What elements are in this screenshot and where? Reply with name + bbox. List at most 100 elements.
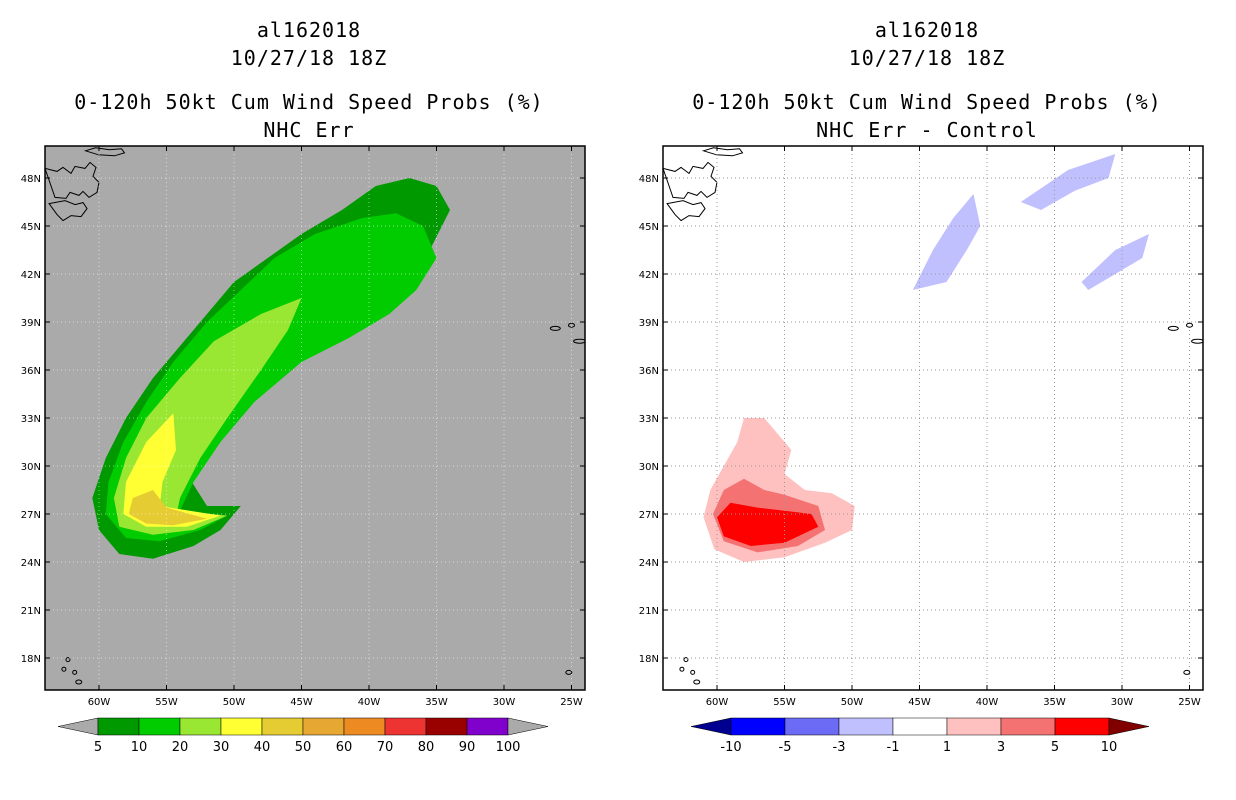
island	[1191, 338, 1203, 344]
contour--1	[1020, 154, 1116, 210]
colorbar-label: 10	[131, 740, 148, 755]
storm-id: al162018	[256, 18, 362, 42]
island	[568, 322, 575, 328]
colorbar-segment	[946, 717, 1002, 736]
colorbar-segment	[220, 717, 263, 736]
y-tick-label: 30N	[639, 462, 659, 473]
x-tick-label: 60W	[706, 697, 729, 708]
colorbar-label: 5	[1051, 740, 1059, 755]
colorbar-segment	[302, 717, 345, 736]
island	[72, 669, 78, 675]
x-tick-label: 60W	[88, 697, 111, 708]
coastline	[701, 147, 744, 157]
y-tick-label: 33N	[639, 414, 659, 425]
x-tick-label: 30W	[493, 697, 516, 708]
chart-title: 0-120h 50kt Cum Wind Speed Probs (%)	[692, 90, 1162, 114]
chart-title: 0-120h 50kt Cum Wind Speed Probs (%)	[74, 90, 544, 114]
island	[1167, 325, 1179, 331]
x-tick-label: 50W	[841, 697, 864, 708]
y-tick-label: 39N	[21, 318, 41, 329]
colorbar-label: 70	[377, 740, 394, 755]
colorbar-label: 5	[94, 740, 102, 755]
x-tick-label: 45W	[908, 697, 931, 708]
x-tick-label: 40W	[358, 697, 381, 708]
colorbar-label: -1	[887, 740, 900, 755]
x-tick-label: 45W	[290, 697, 313, 708]
right-map: 60W 55W 50W 45W 40W 35W 30W 25W 48N 45N 42N 39N 36N 3…	[639, 145, 1204, 755]
x-tick-label: 30W	[1111, 697, 1134, 708]
colorbar-segment	[466, 717, 509, 736]
y-tick-label: 39N	[639, 318, 659, 329]
x-tick-label: 55W	[773, 697, 796, 708]
colorbar-segment	[1000, 717, 1056, 736]
x-tick-label: 25W	[1178, 697, 1201, 708]
colorbar-label: 80	[418, 740, 435, 755]
x-tick-label: 35W	[1043, 697, 1066, 708]
island	[683, 657, 689, 663]
coastline	[48, 200, 88, 222]
colorbar-label: -5	[779, 740, 792, 755]
colorbar-segment	[343, 717, 386, 736]
colorbar-segment	[97, 717, 140, 736]
island	[549, 325, 561, 331]
colorbar-low-arrow	[57, 717, 99, 736]
y-tick-label: 36N	[21, 366, 41, 377]
x-tick-label: 55W	[155, 697, 178, 708]
y-tick-label: 27N	[21, 510, 41, 521]
right-chart-panel: al162018 10/27/18 18Z 0-120h 50kt Cum Wi…	[618, 0, 1236, 800]
colorbar-label: 3	[997, 740, 1005, 755]
colorbar-segment	[784, 717, 840, 736]
colorbar-segment	[838, 717, 894, 736]
colorbar-segment	[261, 717, 304, 736]
storm-id: al162018	[874, 18, 980, 42]
colorbar-label: -3	[833, 740, 846, 755]
y-tick-label: 45N	[639, 222, 659, 233]
colorbar-label: 50	[295, 740, 312, 755]
colorbar-label: 20	[172, 740, 189, 755]
y-tick-label: 18N	[639, 654, 659, 665]
colorbar-label: 1	[943, 740, 951, 755]
colorbar-label: 100	[496, 740, 521, 755]
x-tick-label: 25W	[560, 697, 583, 708]
colorbar-label: 10	[1101, 740, 1118, 755]
y-tick-label: 21N	[21, 606, 41, 617]
colorbar-label: 90	[459, 740, 476, 755]
island	[65, 657, 71, 663]
coastline	[45, 161, 100, 199]
contour--1	[1081, 234, 1149, 290]
chart-subtitle: NHC Err - Control	[816, 118, 1038, 142]
left-map: 60W 55W 50W 45W 40W 35W 30W 25W 48N 45N 42N 39N 36N 3…	[21, 145, 586, 755]
colorbar-segment	[179, 717, 222, 736]
island	[1186, 322, 1193, 328]
left-chart-panel: al162018 10/27/18 18Z 0-120h 50kt Cum Wi…	[21, 18, 586, 755]
x-tick-label: 50W	[223, 697, 246, 708]
y-tick-label: 33N	[21, 414, 41, 425]
colorbar-segment	[1054, 717, 1110, 736]
contour-5	[717, 502, 819, 546]
island	[690, 669, 696, 675]
datetime: 10/27/18 18Z	[230, 46, 388, 70]
y-tick-label: 18N	[21, 654, 41, 665]
y-tick-label: 48N	[21, 174, 41, 185]
y-tick-label: 30N	[21, 462, 41, 473]
island	[565, 669, 573, 675]
colorbar-segment	[730, 717, 786, 736]
contour--1	[912, 194, 981, 290]
colorbar-high-arrow	[507, 717, 549, 736]
colorbar-segment	[425, 717, 468, 736]
x-tick-label: 40W	[976, 697, 999, 708]
coastline	[663, 161, 718, 199]
colorbar-segment	[892, 717, 948, 736]
y-tick-label: 45N	[21, 222, 41, 233]
colorbar-segment	[384, 717, 427, 736]
y-tick-label: 24N	[639, 558, 659, 569]
island	[1183, 669, 1191, 675]
contour-40	[128, 490, 207, 526]
island	[61, 666, 67, 672]
island	[679, 666, 685, 672]
y-tick-label: 27N	[639, 510, 659, 521]
colorbar-low-arrow	[690, 717, 732, 736]
coastline	[666, 200, 706, 222]
colorbar-label: 30	[213, 740, 230, 755]
colorbar-label: -10	[720, 740, 741, 755]
